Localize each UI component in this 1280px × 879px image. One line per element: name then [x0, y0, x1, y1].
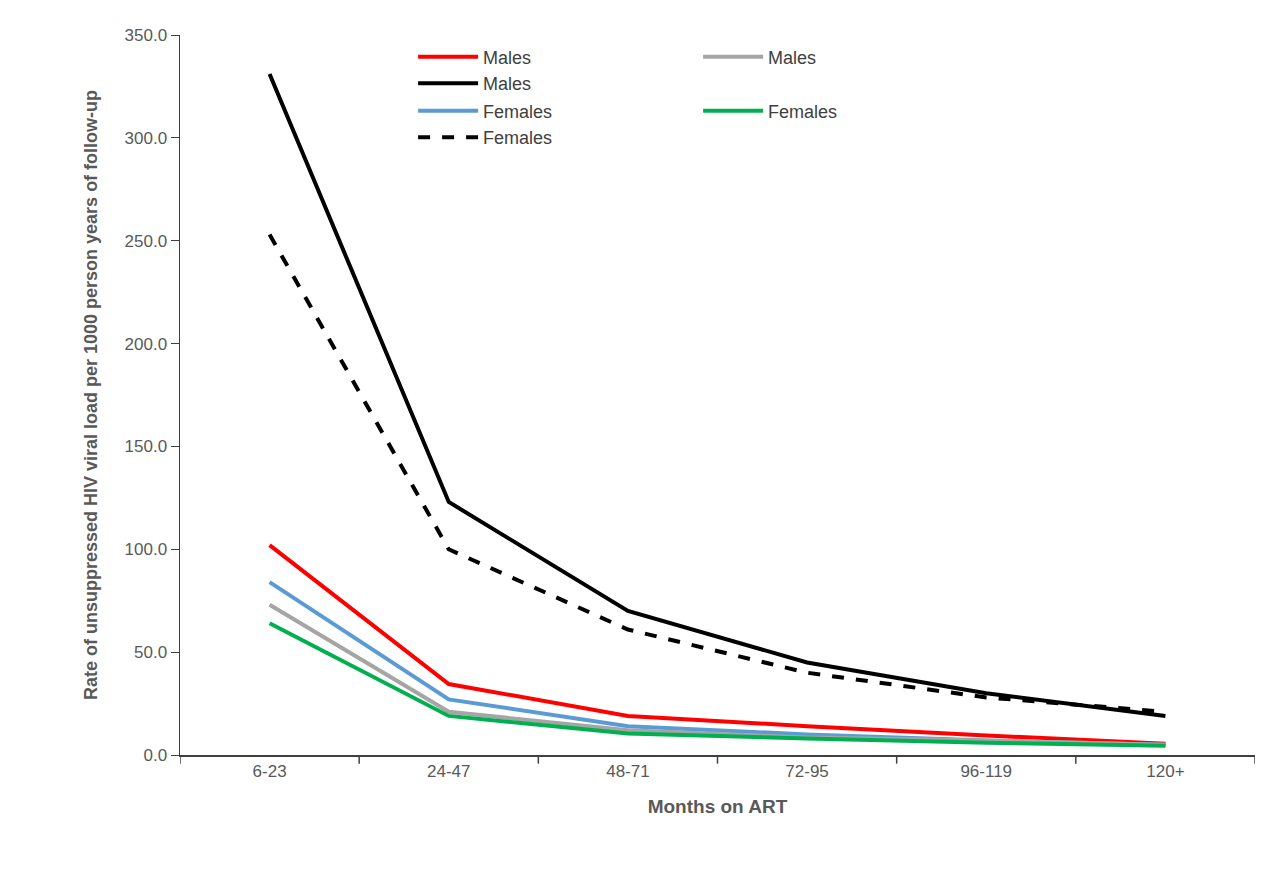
svg-text:Males: Males: [768, 48, 816, 68]
svg-text:Females: Females: [768, 102, 837, 122]
svg-text:Rate of unsuppressed HIV viral: Rate of unsuppressed HIV viral load per …: [81, 90, 101, 700]
svg-text:Males: Males: [483, 74, 531, 94]
svg-text:6-23: 6-23: [253, 762, 287, 781]
svg-text:150.0: 150.0: [125, 437, 168, 456]
svg-text:350.0: 350.0: [125, 26, 168, 45]
svg-text:Males: Males: [483, 48, 531, 68]
svg-text:Females: Females: [483, 102, 552, 122]
svg-text:50.0: 50.0: [134, 643, 167, 662]
svg-text:100.0: 100.0: [125, 540, 168, 559]
svg-text:200.0: 200.0: [125, 335, 168, 354]
svg-text:250.0: 250.0: [125, 232, 168, 251]
svg-text:Months on ART: Months on ART: [648, 796, 788, 817]
svg-text:96-119: 96-119: [960, 762, 1012, 781]
svg-text:0.0: 0.0: [143, 746, 167, 765]
svg-text:48-71: 48-71: [606, 762, 649, 781]
svg-text:120+: 120+: [1146, 762, 1184, 781]
svg-text:72-95: 72-95: [785, 762, 828, 781]
svg-text:Females: Females: [483, 128, 552, 148]
svg-text:24-47: 24-47: [427, 762, 470, 781]
svg-text:300.0: 300.0: [125, 129, 168, 148]
